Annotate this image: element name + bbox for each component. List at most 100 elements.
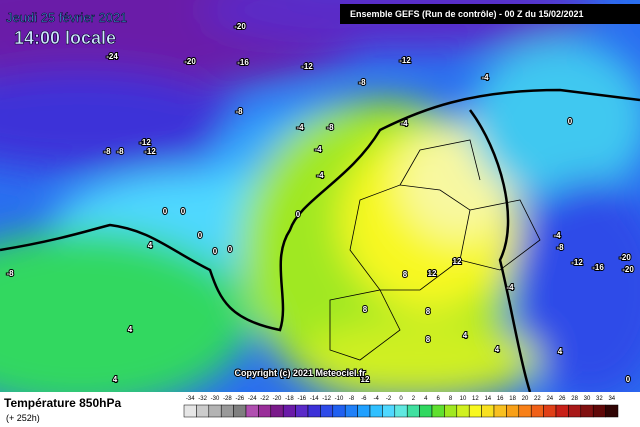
- scale-label: 26: [559, 396, 566, 402]
- scale-swatch: [344, 404, 358, 418]
- contour-label: -4: [314, 145, 322, 154]
- run-info: Ensemble GEFS (Run de contrôle) - 00 Z d…: [350, 9, 584, 19]
- scale-label: 28: [571, 396, 578, 402]
- contour-label: -8: [116, 147, 124, 156]
- scale-label: 0: [399, 396, 403, 402]
- scale-swatch: [320, 404, 334, 418]
- scale-swatch: [518, 404, 532, 418]
- contour-label: -12: [399, 56, 411, 65]
- scale-swatch: [468, 404, 482, 418]
- footer-title: Température 850hPa: [4, 396, 121, 410]
- footer-lead: (+ 252h): [6, 413, 40, 423]
- scale-label: -6: [361, 396, 367, 402]
- scale-label: -8: [349, 396, 355, 402]
- scale-swatch: [481, 404, 495, 418]
- contour-label: -4: [296, 123, 304, 132]
- scale-swatch: [196, 404, 210, 418]
- copyright: Copyright (c) 2021 Meteociel.fr: [234, 368, 366, 378]
- scale-label: -2: [386, 396, 392, 402]
- scale-label: -24: [248, 396, 257, 402]
- contour-label: 8: [426, 307, 431, 316]
- contour-label: -4: [506, 283, 514, 292]
- scale-swatch: [493, 404, 507, 418]
- scale-swatch: [295, 404, 309, 418]
- scale-swatch: [208, 404, 222, 418]
- scale-label: 2: [412, 396, 416, 402]
- scale-swatch: [605, 404, 619, 418]
- scale-swatch: [444, 404, 458, 418]
- contour-label: 0: [198, 231, 203, 240]
- scale-swatch: [543, 404, 557, 418]
- scale-label: 18: [509, 396, 516, 402]
- date: Jeudi 25 février 2021: [6, 10, 127, 25]
- scale-swatch: [183, 404, 197, 418]
- scale-label: -28: [223, 396, 232, 402]
- scale-swatch: [382, 404, 396, 418]
- scale-swatch: [456, 404, 470, 418]
- scale-swatch: [530, 404, 544, 418]
- contour-label: -8: [556, 243, 564, 252]
- contour-label: 8: [403, 270, 408, 279]
- scale-label: 14: [484, 396, 491, 402]
- contour-label: 4: [495, 345, 500, 354]
- contour-label: 0: [163, 207, 168, 216]
- map: -20 -24 -20 -16 -12 -8 -12 -4 -8 -4 -8 -4 0 -12 -8 -8 -1…: [0, 0, 640, 392]
- contour-label: -16: [592, 263, 604, 272]
- contour-label: 12: [361, 375, 370, 384]
- contour-label: 0: [626, 375, 631, 384]
- scale-swatch: [233, 404, 247, 418]
- contour-label: 4: [558, 347, 563, 356]
- contour-label: -4: [481, 73, 489, 82]
- contour-label: -12: [571, 258, 583, 267]
- scale-swatch: [568, 404, 582, 418]
- time: 14:00 locale: [14, 28, 116, 48]
- contour-label: 0: [213, 247, 218, 256]
- scale-label: -26: [235, 396, 244, 402]
- scale-label: -4: [374, 396, 380, 402]
- scale-label: 12: [472, 396, 479, 402]
- contour-label: -4: [400, 119, 408, 128]
- scale-swatch: [506, 404, 520, 418]
- contour-label: 8: [363, 305, 368, 314]
- contour-label: 4: [463, 331, 468, 340]
- scale-swatch: [220, 404, 234, 418]
- scale-swatch: [555, 404, 569, 418]
- scale-label: 34: [608, 396, 615, 402]
- scale-swatch: [282, 404, 296, 418]
- scale-label: -30: [211, 396, 220, 402]
- contour-label: -24: [106, 52, 118, 61]
- contour-label: 4: [113, 375, 118, 384]
- scale-label: 22: [534, 396, 541, 402]
- scale-label: 32: [596, 396, 603, 402]
- scale-swatch: [369, 404, 383, 418]
- contour-label: -20: [184, 57, 196, 66]
- contour-label: -8: [103, 147, 111, 156]
- scale-label: -32: [198, 396, 207, 402]
- contour-label: -12: [139, 138, 151, 147]
- scale-swatch: [419, 404, 433, 418]
- scale-label: 8: [449, 396, 453, 402]
- scale-swatch: [258, 404, 272, 418]
- contour-label: -20: [619, 253, 631, 262]
- scale-swatch: [580, 404, 594, 418]
- scale-swatch: [406, 404, 420, 418]
- scale-swatch: [270, 404, 284, 418]
- scale-swatch: [394, 404, 408, 418]
- contour-label: -20: [622, 265, 634, 274]
- scale-label: 30: [584, 396, 591, 402]
- contour-label: 8: [426, 335, 431, 344]
- contour-label: 0: [296, 210, 301, 219]
- scale-label: -10: [335, 396, 344, 402]
- scale-label: 20: [522, 396, 529, 402]
- scale-swatch: [431, 404, 445, 418]
- scale-label: -22: [260, 396, 269, 402]
- scale-swatch: [592, 404, 606, 418]
- scale-swatch: [332, 404, 346, 418]
- scale-label: 4: [424, 396, 428, 402]
- contour-label: -8: [326, 123, 334, 132]
- scale-label: -12: [322, 396, 331, 402]
- scale-label: 6: [437, 396, 441, 402]
- scale-swatch: [357, 404, 371, 418]
- contour-label: -8: [235, 107, 243, 116]
